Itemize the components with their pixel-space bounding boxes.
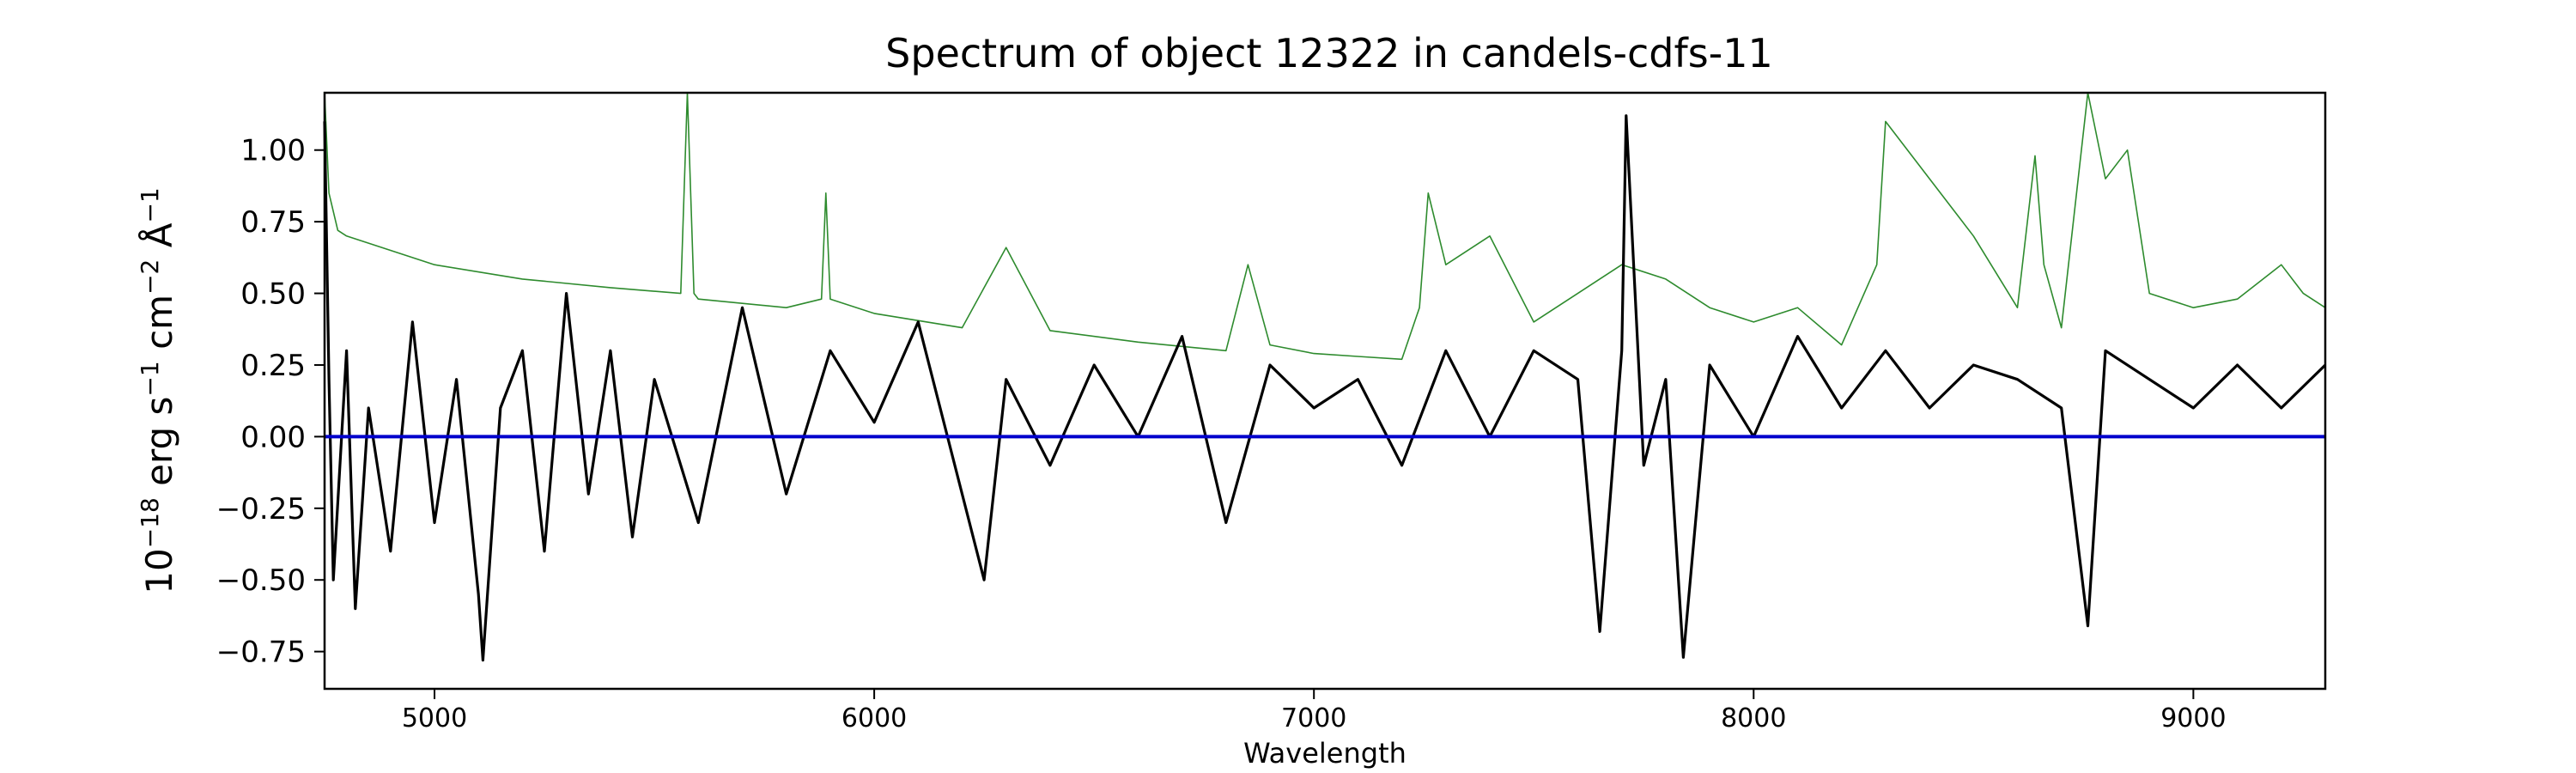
y-label-unit-erg: erg s: [138, 397, 180, 498]
y-tick-label: −0.75: [216, 636, 306, 670]
y-label-exp4: −1: [136, 187, 164, 222]
y-tick-label: 0.50: [240, 277, 306, 312]
chart-title: Spectrum of object 12322 in candels-cdfs…: [885, 30, 1773, 76]
x-tick-label: 9000: [2160, 703, 2226, 733]
x-tick-label: 8000: [1721, 703, 1786, 733]
y-tick-label: −0.50: [216, 563, 306, 598]
series-layer: [323, 92, 2327, 662]
y-tick-label: 1.00: [240, 134, 306, 168]
x-tick-label: 6000: [841, 703, 907, 733]
y-axis-ticks: 1.00 0.75 0.50 0.25 0.00 −0.25 −0.50 −0.75: [216, 134, 325, 670]
plot-area: [323, 91, 2327, 691]
x-tick-label: 7000: [1281, 703, 1346, 733]
y-label-exp2: −1: [136, 361, 164, 396]
y-label-exp1: −18: [136, 497, 164, 548]
y-tick-label: 0.75: [240, 205, 306, 240]
y-label-base: 10: [138, 548, 180, 593]
y-tick-label: 0.00: [240, 420, 306, 454]
x-axis-label: Wavelength: [1243, 737, 1406, 770]
y-tick-label: 0.25: [240, 349, 306, 383]
y-label-unit-a: Å: [137, 222, 180, 259]
y-label-exp3: −2: [136, 259, 164, 295]
axes-frame: [323, 91, 2327, 691]
x-axis-ticks: 5000 6000 7000 8000 9000: [402, 689, 2227, 733]
flux-series-line: [323, 114, 2327, 662]
y-tick-label: −0.25: [216, 492, 306, 526]
error-series-line: [324, 92, 2326, 361]
y-label-unit-cm: cm: [138, 295, 180, 361]
x-tick-label: 5000: [402, 703, 467, 733]
y-axis-label: 10−18 erg s−1 cm−2 Å−1: [136, 187, 180, 593]
